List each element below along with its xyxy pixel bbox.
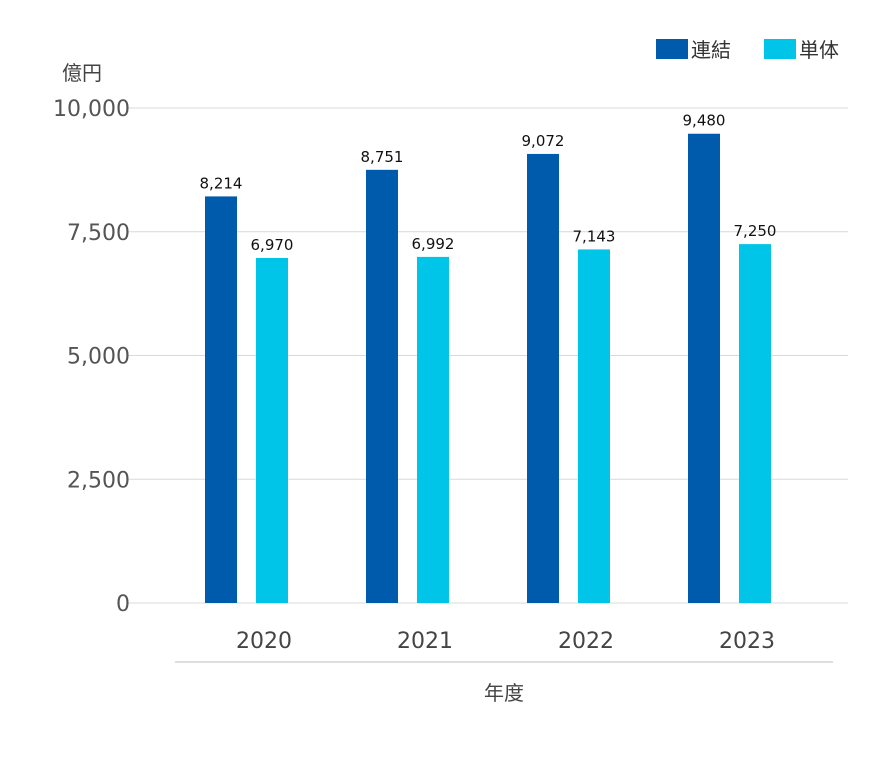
bar: [578, 249, 610, 603]
bar: [366, 169, 398, 603]
legend-label: 単体: [799, 38, 839, 62]
y-tick-label: 2,500: [67, 468, 130, 493]
bar: [417, 256, 449, 603]
data-label: 9,072: [522, 132, 565, 150]
y-tick-label: 5,000: [67, 345, 130, 370]
legend-swatch: [764, 39, 796, 59]
y-axis-ticks: 0 2,500 5,000 7,500 10,000: [53, 97, 130, 617]
x-tick-label: 2023: [719, 629, 775, 654]
bar: [256, 257, 288, 603]
data-label: 8,214: [200, 174, 243, 192]
bar: [688, 133, 720, 604]
gridlines: [128, 107, 848, 604]
x-tick-label: 2022: [558, 629, 614, 654]
y-unit-label: 億円: [62, 61, 102, 85]
legend-label: 連結: [691, 38, 731, 62]
data-label: 8,751: [361, 148, 404, 166]
x-axis-title: 年度: [484, 681, 524, 705]
data-labels: 8,214 6,970 8,751 6,992 9,072 7,143 9,480 7,250: [200, 112, 777, 254]
data-label: 6,970: [251, 236, 294, 254]
legend: 連結 単体: [656, 38, 839, 62]
y-tick-label: 10,000: [53, 97, 130, 122]
bars: [205, 133, 771, 604]
data-label: 7,143: [573, 227, 616, 245]
bar: [527, 153, 559, 603]
bar: [205, 196, 237, 604]
x-tick-label: 2021: [397, 629, 453, 654]
bar: [739, 244, 771, 603]
data-label: 6,992: [412, 235, 455, 253]
data-label: 9,480: [683, 112, 726, 130]
legend-swatch: [656, 39, 688, 59]
x-axis-ticks: 2020 2021 2022 2023: [236, 629, 775, 654]
data-label: 7,250: [734, 222, 777, 240]
x-tick-label: 2020: [236, 629, 292, 654]
y-tick-label: 0: [116, 592, 130, 617]
y-tick-label: 7,500: [67, 221, 130, 246]
